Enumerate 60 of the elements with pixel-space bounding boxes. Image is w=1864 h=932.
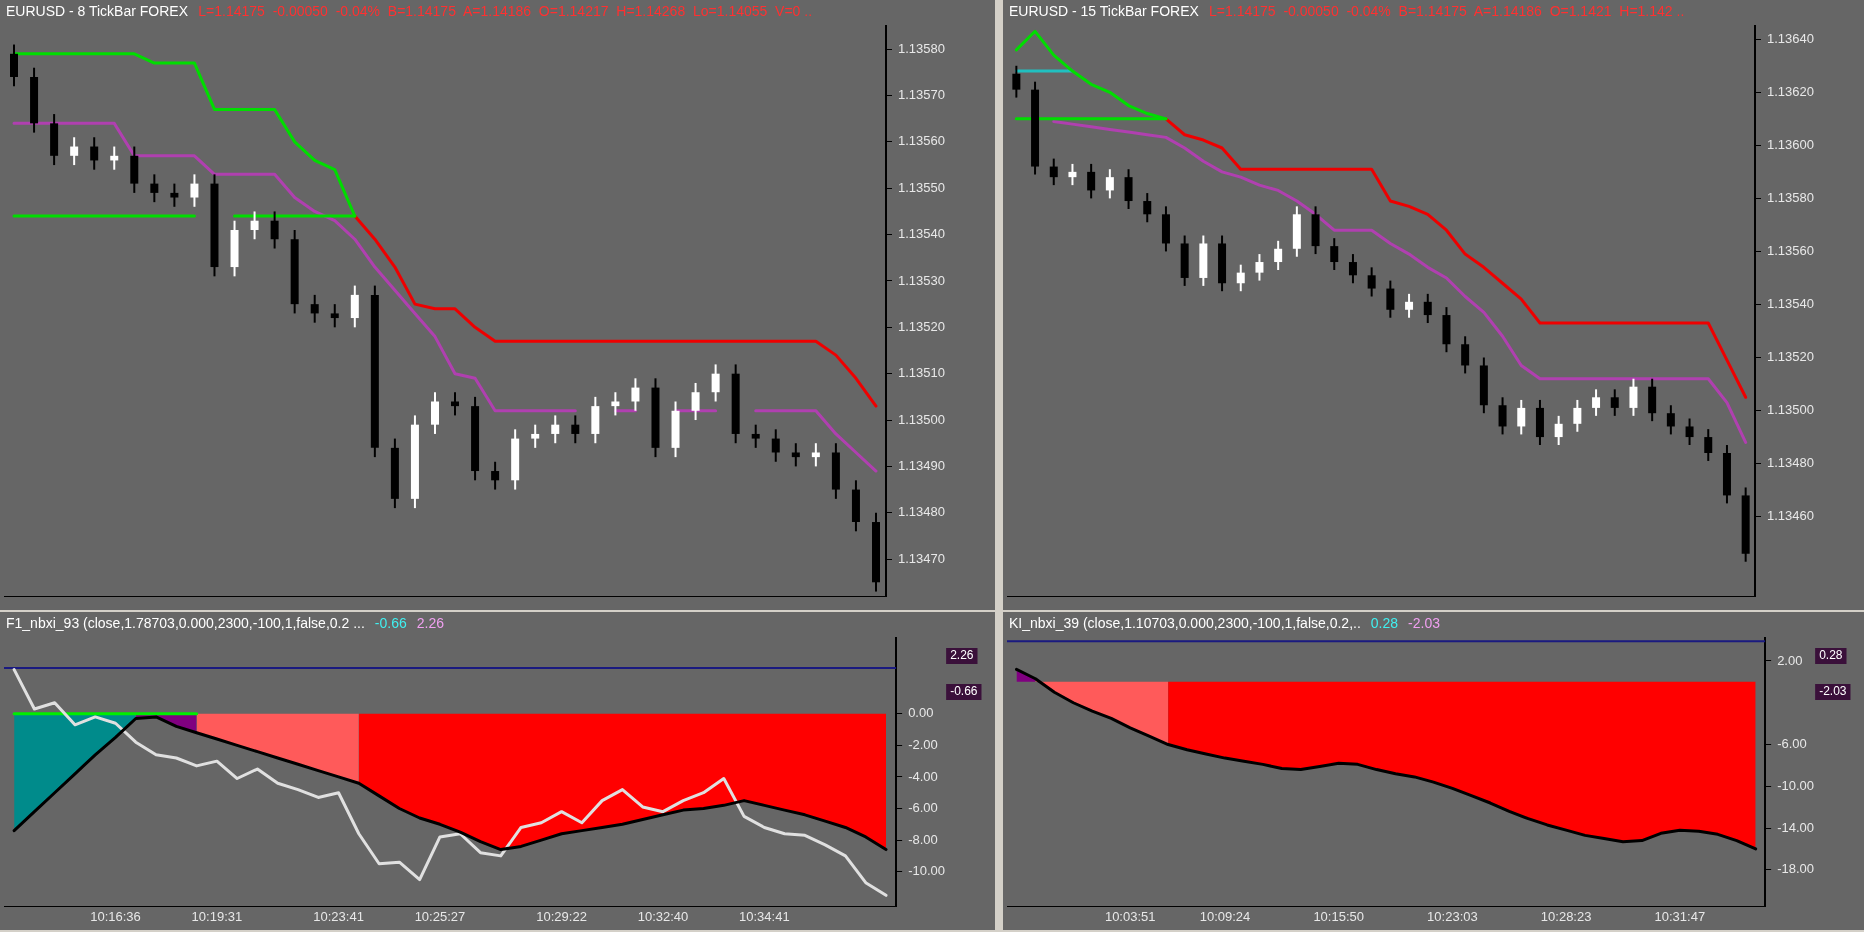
x-tick-label: 10:15:50 [1313, 908, 1364, 924]
x-tick-label: 10:28:23 [1540, 908, 1592, 924]
text: 2.26 [416, 614, 445, 631]
y-tick-label: 1.13470 [898, 550, 946, 566]
x-tick-label: 10:16:36 [90, 908, 141, 924]
y-tick-label: 1.13550 [898, 179, 946, 195]
x-tick-label: 10:19:31 [191, 908, 243, 924]
y-tick-label: 1.13480 [1767, 455, 1815, 471]
text: 2.26 [950, 648, 974, 663]
y-tick-label: -2.00 [908, 736, 938, 752]
y-tick-label: 1.13580 [1767, 189, 1815, 205]
y-tick-label: -6.00 [908, 800, 938, 816]
text: 0.28 [1819, 648, 1843, 663]
y-tick-label: 1.13620 [1767, 83, 1815, 99]
y-tick-label: 1.13520 [1767, 349, 1815, 365]
x-tick-label: 10:03:51 [1104, 908, 1156, 924]
y-tick-label: 1.13540 [1767, 296, 1815, 312]
y-tick-label: 1.13540 [898, 226, 946, 242]
x-tick-label: 10:23:41 [313, 908, 364, 924]
y-tick-label: 1.13500 [898, 411, 946, 427]
y-tick-label: 1.13520 [898, 318, 946, 334]
y-tick-label: 1.13480 [898, 504, 946, 520]
x-tick-label: 10:09:24 [1199, 908, 1251, 924]
x-tick-label: 10:25:27 [414, 908, 466, 924]
y-tick-label: 1.13560 [898, 133, 946, 149]
chart-title: EURUSD - 15 TickBar FOREX [1009, 2, 1200, 19]
y-tick-label: -10.00 [908, 863, 946, 879]
text: -0.66 [374, 614, 407, 631]
x-tick-label: 10:29:22 [536, 908, 587, 924]
chart-title: F1_nbxi_93 (close,1.78703,0.000,2300,-100,1,false,0.2 ... [6, 614, 365, 631]
y-tick-label: -14.00 [1777, 819, 1815, 835]
chart-subtitle: L=1.14175 -0.00050 -0.04% B=1.14175 A=1.14186 O=1.1421 H=1.142 .. [1209, 2, 1685, 19]
y-tick-label: 2.00 [1777, 652, 1803, 668]
x-tick-label: 10:23:03 [1427, 908, 1478, 924]
text: -0.66 [950, 684, 978, 699]
y-tick-label: 1.13530 [898, 272, 946, 288]
x-tick-label: 10:31:47 [1654, 908, 1706, 924]
y-tick-label: -6.00 [1777, 736, 1807, 752]
x-tick-label: 10:34:41 [739, 908, 790, 924]
y-tick-label: 1.13640 [1767, 30, 1815, 46]
y-tick-label: -4.00 [908, 768, 938, 784]
x-tick-label: 10:32:40 [637, 908, 689, 924]
text: 0.28 [1370, 614, 1399, 631]
chart-title: EURUSD - 8 TickBar FOREX [6, 2, 189, 19]
y-tick-label: 1.13490 [898, 457, 946, 473]
y-tick-label: 1.13560 [1767, 243, 1815, 259]
y-tick-label: 1.13600 [1767, 136, 1815, 152]
y-tick-label: -8.00 [908, 831, 938, 847]
chart-subtitle: L=1.14175 -0.00050 -0.04% B=1.14175 A=1.14186 O=1.14217 H=1.14268 Lo=1.14055 V=0 .. [198, 2, 813, 19]
y-tick-label: 1.13580 [898, 40, 946, 56]
text: -2.03 [1408, 614, 1441, 631]
y-tick-label: 1.13500 [1767, 402, 1815, 418]
y-tick-label: -18.00 [1777, 861, 1815, 877]
y-tick-label: 0.00 [908, 705, 934, 721]
text: -2.03 [1819, 684, 1847, 699]
chart-title: KI_nbxi_39 (close,1.10703,0.000,2300,-100,1,false,0.2,.. [1009, 614, 1361, 631]
y-tick-label: 1.13570 [898, 87, 946, 103]
y-tick-label: -10.00 [1777, 777, 1815, 793]
y-tick-label: 1.13510 [898, 365, 946, 381]
y-tick-label: 1.13460 [1767, 508, 1815, 524]
